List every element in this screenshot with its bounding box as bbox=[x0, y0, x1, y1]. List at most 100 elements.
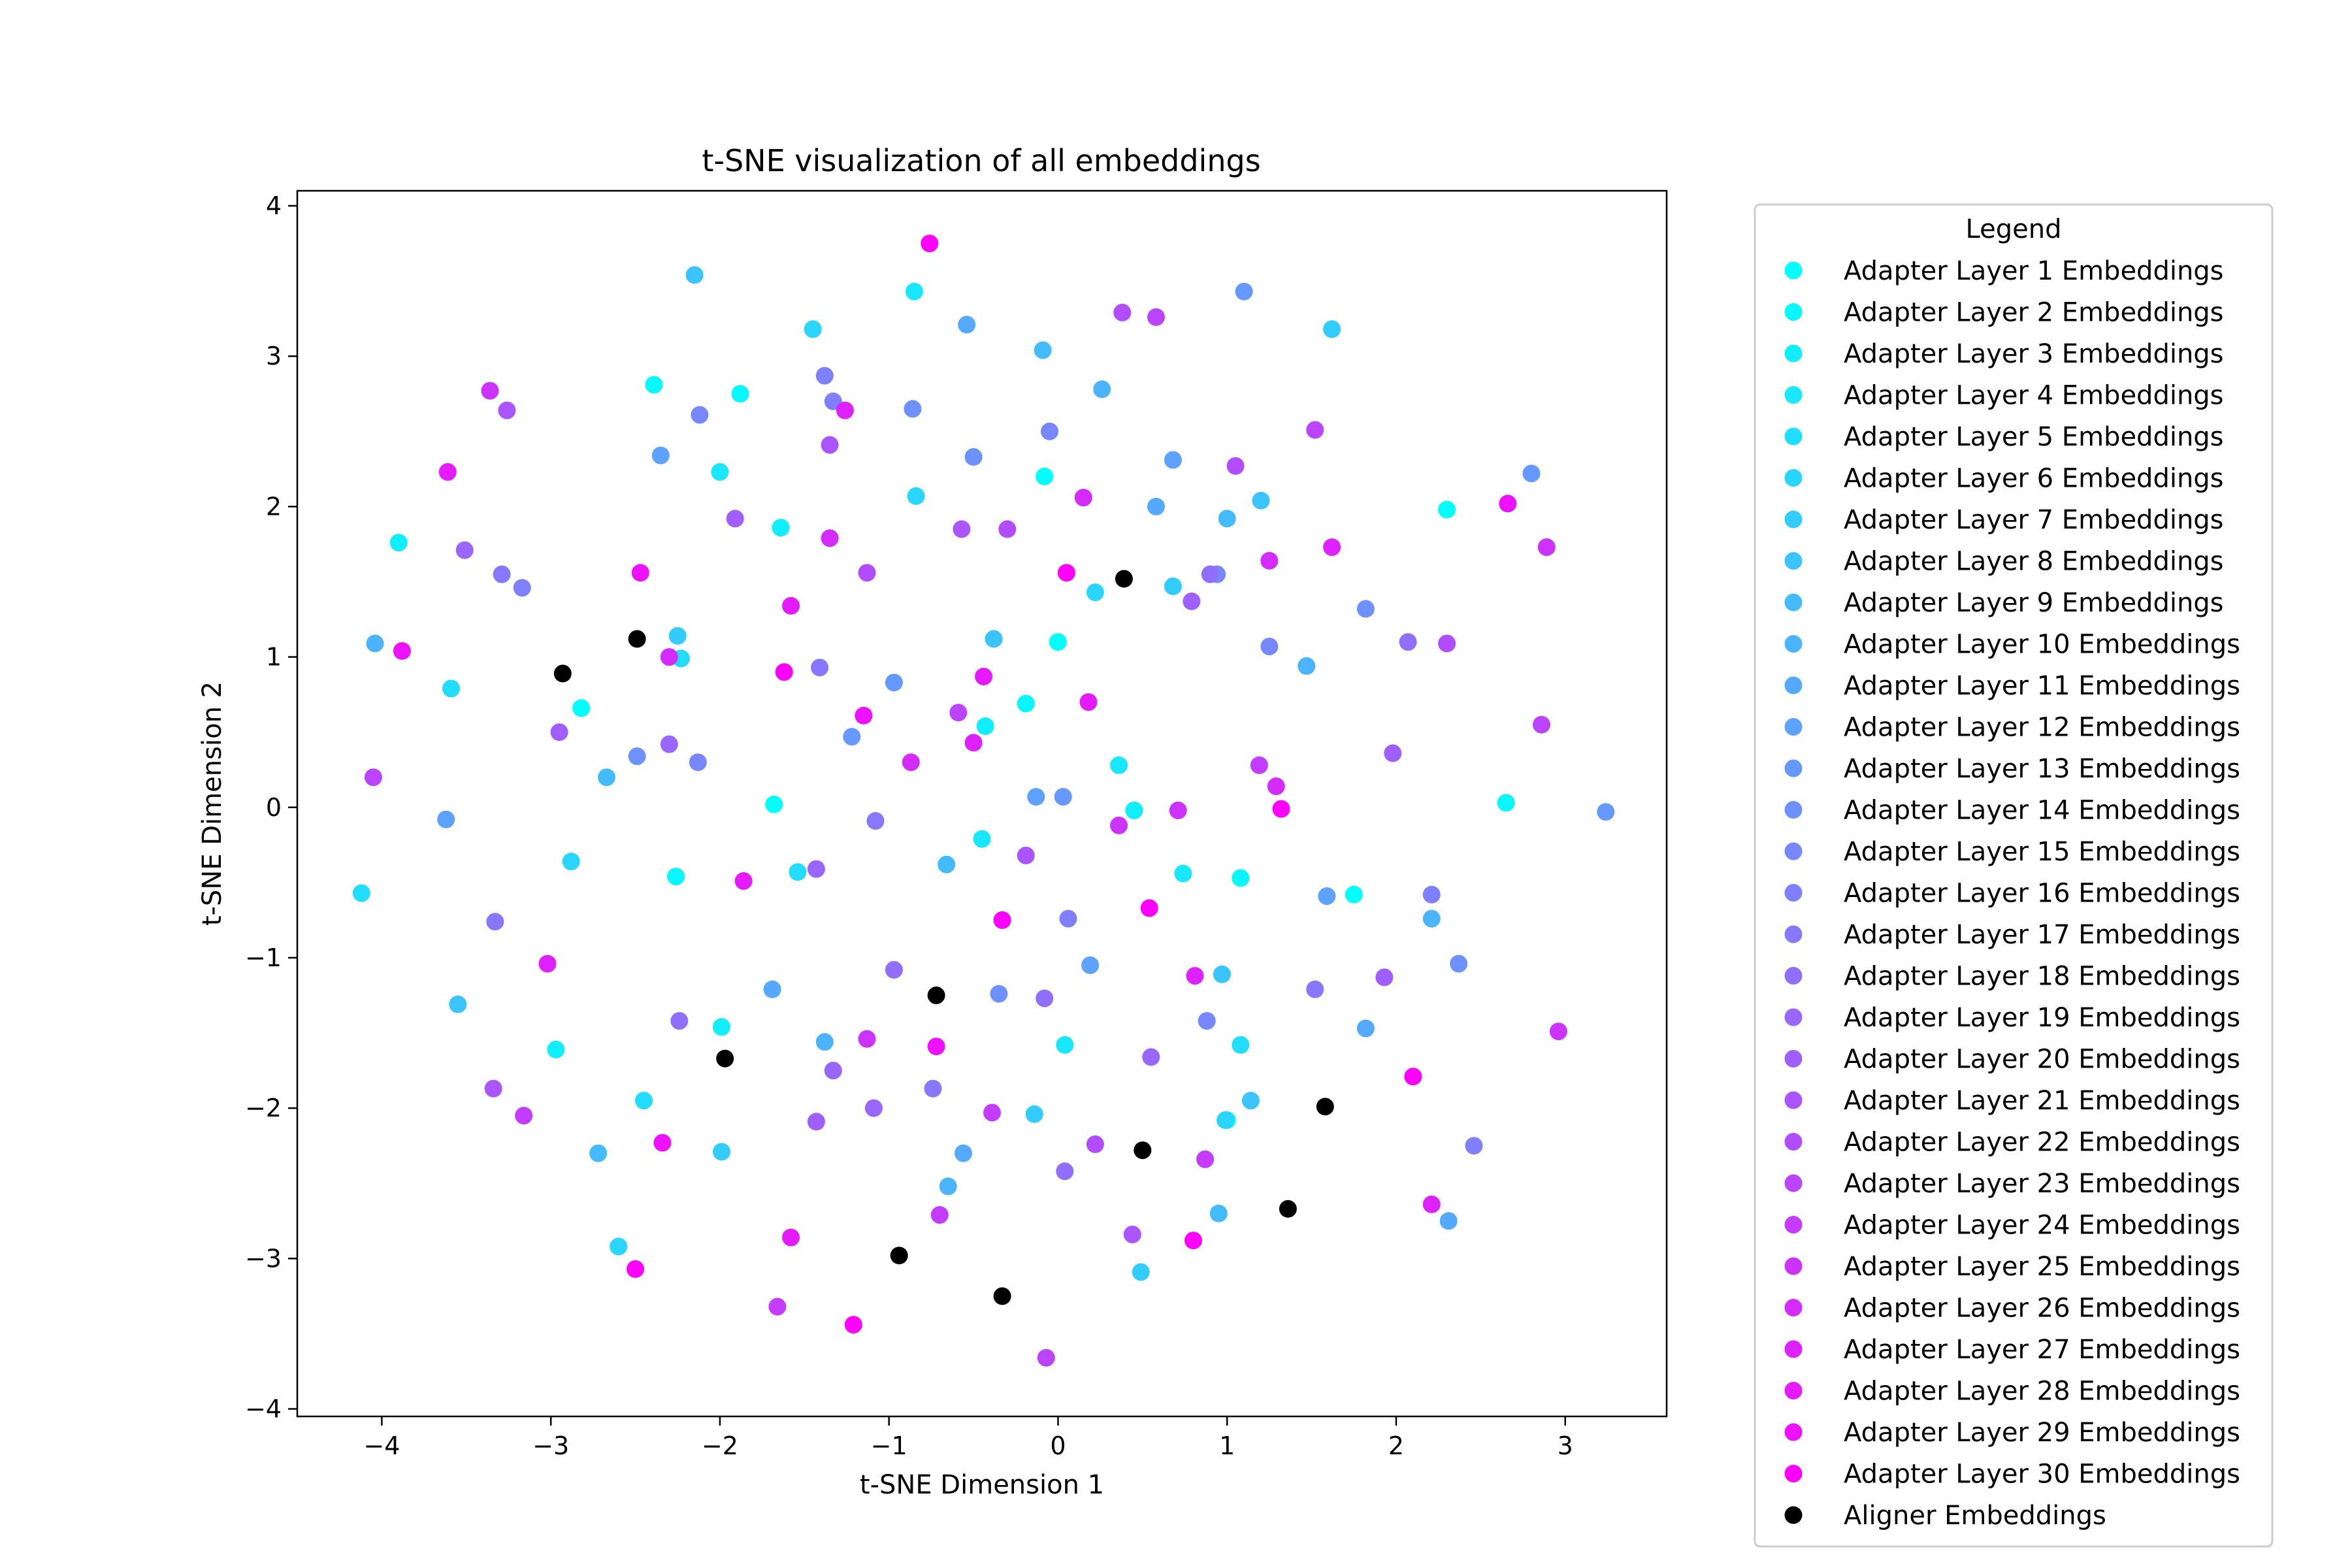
point-series-12-5 bbox=[1027, 788, 1045, 806]
point-series-29-4 bbox=[653, 1134, 672, 1152]
point-series-10-5 bbox=[1422, 909, 1441, 928]
legend-marker-16 bbox=[1784, 884, 1803, 902]
point-series-3-5 bbox=[713, 1018, 730, 1036]
scatter-points bbox=[352, 235, 1615, 1367]
point-series-19-6 bbox=[864, 1099, 883, 1117]
point-series-6-2 bbox=[907, 487, 925, 505]
point-series-24-6 bbox=[1250, 756, 1268, 774]
point-series-18-2 bbox=[885, 960, 903, 979]
point-series-5-4 bbox=[789, 863, 807, 881]
legend-label-11: Adapter Layer 11 Embeddings bbox=[1844, 671, 2240, 701]
point-series-15-4 bbox=[1260, 638, 1279, 655]
point-series-10-6 bbox=[939, 1177, 957, 1196]
point-series-30-3 bbox=[1272, 800, 1290, 818]
point-series-31-8 bbox=[1134, 1141, 1152, 1160]
point-series-8-1 bbox=[685, 266, 704, 284]
x-axis-label: t-SNE Dimension 1 bbox=[860, 1470, 1104, 1500]
point-series-29-2 bbox=[631, 564, 649, 582]
point-series-29-5 bbox=[927, 1037, 945, 1056]
point-series-3-4 bbox=[1125, 801, 1143, 819]
point-series-31-5 bbox=[716, 1049, 734, 1068]
point-series-26-1 bbox=[821, 529, 839, 547]
point-series-3-1 bbox=[389, 534, 408, 552]
point-series-17-4 bbox=[486, 913, 504, 931]
point-series-4-6 bbox=[1174, 864, 1192, 883]
point-series-23-3 bbox=[1306, 421, 1324, 439]
point-series-20-6 bbox=[1375, 968, 1394, 987]
point-series-20-3 bbox=[550, 723, 568, 742]
point-series-10-2 bbox=[1093, 380, 1111, 399]
point-series-18-3 bbox=[670, 1012, 689, 1030]
point-series-16-4 bbox=[1059, 909, 1077, 928]
legend-marker-13 bbox=[1784, 759, 1803, 777]
point-series-1-2 bbox=[1049, 633, 1067, 651]
point-series-25-4 bbox=[1110, 816, 1128, 834]
point-series-31-10 bbox=[1279, 1200, 1297, 1218]
point-series-7-3 bbox=[1025, 1105, 1043, 1123]
point-series-6-6 bbox=[610, 1237, 628, 1256]
point-series-2-3 bbox=[1017, 694, 1035, 713]
point-series-25-5 bbox=[1549, 1022, 1567, 1041]
point-series-26-4 bbox=[660, 648, 678, 666]
legend-label-24: Adapter Layer 24 Embeddings bbox=[1844, 1211, 2240, 1241]
point-series-13-4 bbox=[1054, 788, 1072, 806]
x-tick-label: 0 bbox=[1050, 1431, 1066, 1460]
legend-marker-10 bbox=[1784, 635, 1803, 653]
legend-label-21: Adapter Layer 21 Embeddings bbox=[1844, 1086, 2240, 1116]
point-series-8-5 bbox=[1213, 965, 1231, 983]
point-series-30-7 bbox=[844, 1316, 862, 1334]
legend-marker-11 bbox=[1784, 676, 1803, 694]
point-series-18-5 bbox=[1056, 1162, 1074, 1181]
point-series-17-6 bbox=[1306, 980, 1324, 998]
point-series-22-1 bbox=[1113, 303, 1132, 321]
legend-label-31: Aligner Embeddings bbox=[1844, 1501, 2106, 1531]
legend-label-29: Adapter Layer 29 Embeddings bbox=[1844, 1418, 2240, 1448]
point-series-29-6 bbox=[1499, 495, 1517, 513]
point-series-5-2 bbox=[442, 679, 460, 698]
legend-marker-8 bbox=[1784, 552, 1803, 570]
legend-label-7: Adapter Layer 7 Embeddings bbox=[1844, 505, 2224, 535]
x-tick-label: 1 bbox=[1219, 1431, 1235, 1460]
legend-label-25: Adapter Layer 25 Embeddings bbox=[1844, 1252, 2240, 1282]
point-series-25-1 bbox=[1537, 538, 1556, 556]
y-tick-label: −1 bbox=[245, 943, 282, 972]
point-series-30-4 bbox=[1057, 564, 1075, 582]
legend-label-17: Adapter Layer 17 Embeddings bbox=[1844, 920, 2240, 950]
legend-marker-18 bbox=[1784, 967, 1803, 985]
legend-marker-25 bbox=[1784, 1257, 1803, 1275]
legend-marker-7 bbox=[1784, 510, 1803, 529]
point-series-17-3 bbox=[866, 812, 885, 830]
point-series-23-1 bbox=[364, 768, 382, 787]
point-series-31-1 bbox=[553, 664, 572, 683]
legend-label-26: Adapter Layer 26 Embeddings bbox=[1844, 1294, 2240, 1324]
point-series-10-1 bbox=[366, 634, 384, 653]
legend-marker-4 bbox=[1784, 386, 1803, 404]
legend-marker-12 bbox=[1784, 718, 1803, 736]
legend-label-12: Adapter Layer 12 Embeddings bbox=[1844, 713, 2240, 743]
point-series-22-4 bbox=[858, 564, 876, 582]
point-series-5-5 bbox=[1232, 1036, 1250, 1054]
point-series-25-3 bbox=[1169, 801, 1187, 819]
point-series-3-3 bbox=[976, 717, 994, 735]
y-tick-label: 4 bbox=[266, 191, 282, 220]
legend-label-10: Adapter Layer 10 Embeddings bbox=[1844, 630, 2240, 660]
point-series-8-3 bbox=[985, 630, 1003, 648]
legend-label-2: Adapter Layer 2 Embeddings bbox=[1844, 298, 2224, 328]
point-series-29-1 bbox=[393, 642, 411, 660]
point-series-17-1 bbox=[493, 565, 511, 583]
point-series-14-1 bbox=[904, 400, 922, 418]
legend-marker-9 bbox=[1784, 593, 1803, 612]
x-tick-label: 3 bbox=[1558, 1431, 1573, 1460]
point-series-28-6 bbox=[782, 1228, 800, 1247]
point-series-12-4 bbox=[1318, 887, 1336, 906]
point-series-14-4 bbox=[628, 747, 646, 765]
legend-label-27: Adapter Layer 27 Embeddings bbox=[1844, 1335, 2240, 1365]
point-series-12-2 bbox=[1164, 451, 1182, 469]
point-series-22-3 bbox=[998, 520, 1017, 538]
legend-marker-17 bbox=[1784, 925, 1803, 943]
point-series-17-2 bbox=[811, 659, 829, 677]
point-series-19-2 bbox=[660, 735, 678, 753]
point-series-4-4 bbox=[973, 830, 991, 848]
point-series-8-2 bbox=[1252, 491, 1270, 510]
legend-marker-14 bbox=[1784, 801, 1803, 819]
